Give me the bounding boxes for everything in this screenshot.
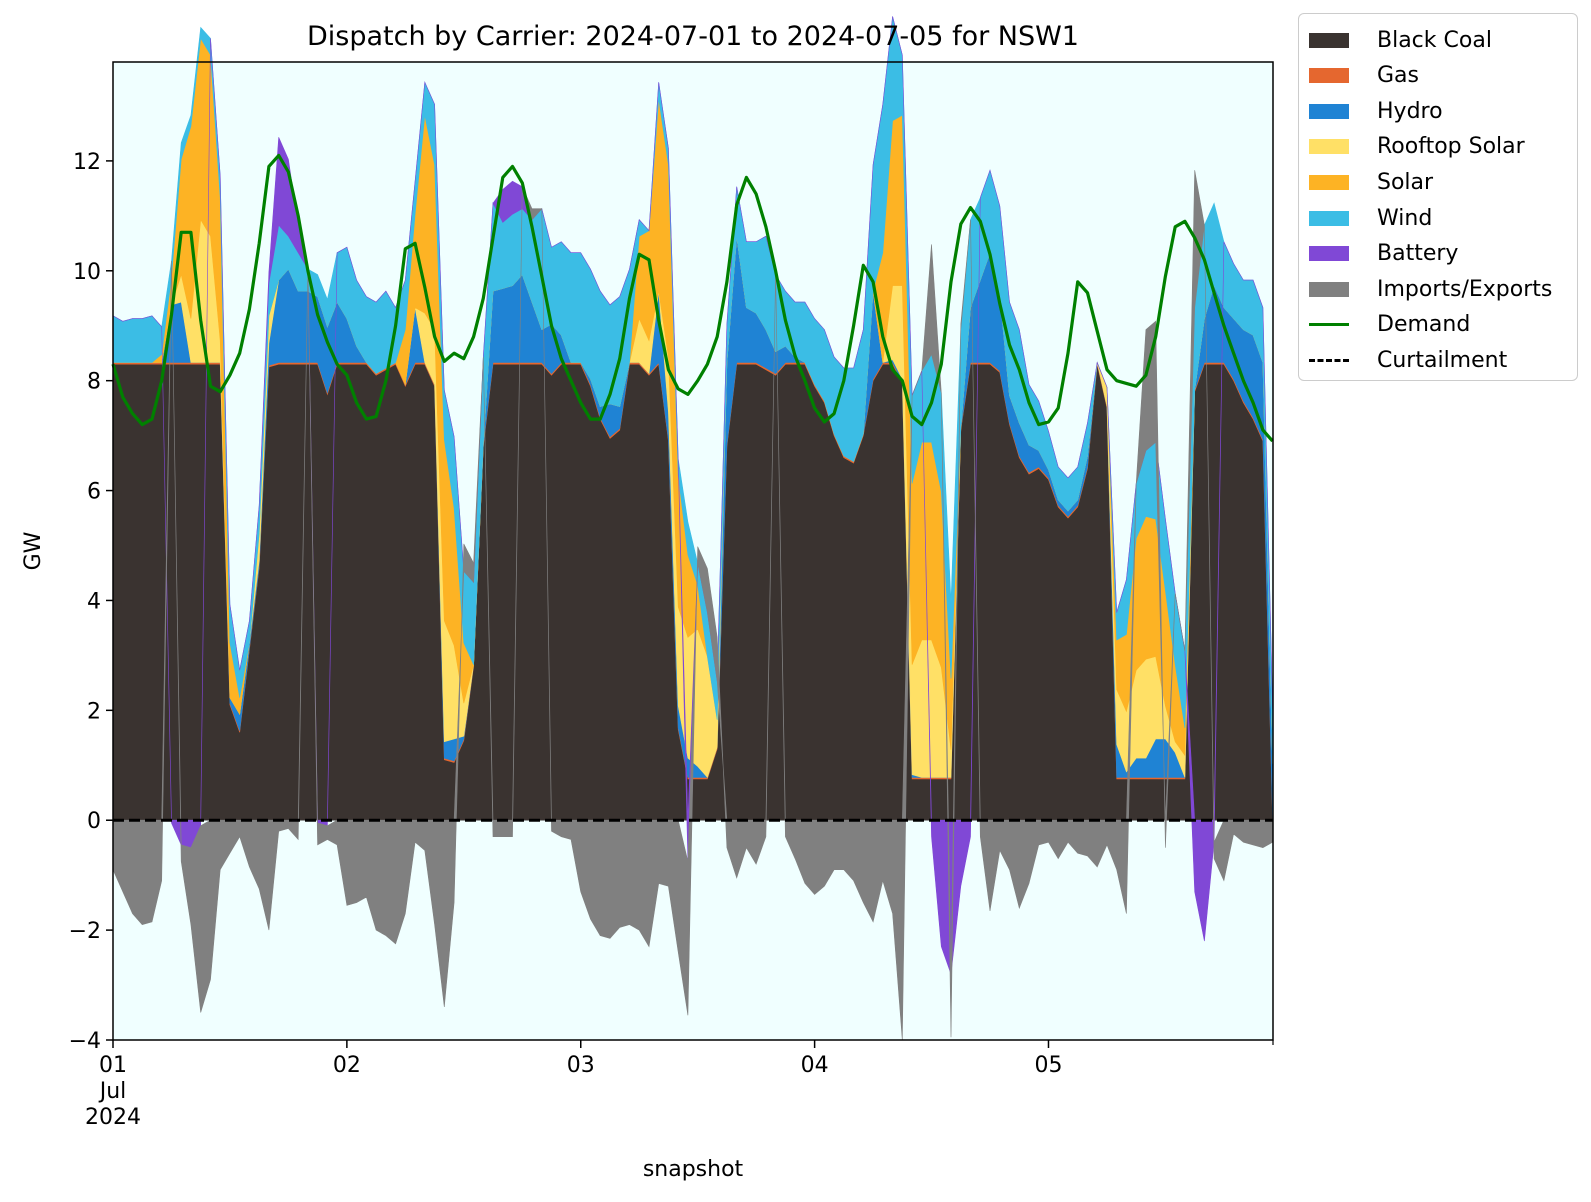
legend-swatch (1309, 139, 1349, 155)
legend-swatch (1309, 32, 1349, 48)
legend-item-wind: Wind (1309, 201, 1432, 235)
x-tick-label: Jul (98, 1079, 127, 1104)
legend-label: Curtailment (1377, 347, 1508, 373)
x-tick-label: 2024 (85, 1105, 141, 1130)
y-tick-label: 12 (73, 150, 101, 175)
legend-swatch (1309, 174, 1349, 190)
y-tick-label: 4 (87, 589, 101, 614)
legend-swatch (1309, 246, 1349, 262)
legend-swatch (1309, 358, 1349, 362)
x-tick-label: 01 (99, 1053, 127, 1078)
legend-item-solar: Solar (1309, 165, 1433, 199)
legend-swatch (1309, 210, 1349, 226)
y-axis-ticks: −4 −2 0 2 4 6 8 10 12 (69, 150, 113, 1054)
y-tick-label: 2 (87, 699, 101, 724)
series-lines (111, 153, 1274, 822)
x-tick-label: 04 (801, 1053, 829, 1078)
y-tick-label: −2 (69, 919, 101, 944)
legend-label: Solar (1377, 169, 1434, 195)
legend-item-battery: Battery (1309, 237, 1458, 271)
legend-item-gas: Gas (1309, 59, 1419, 93)
y-tick-label: 0 (87, 809, 101, 834)
y-tick-label: −4 (69, 1029, 101, 1054)
legend-item-rooftop-solar: Rooftop Solar (1309, 130, 1525, 164)
legend-item-curtailment: Curtailment (1309, 343, 1507, 377)
plot-frame (112, 61, 1274, 1041)
legend-item-demand: Demand (1309, 308, 1470, 342)
legend: Black Coal Gas Hydro Rooftop Solar Solar Wind… (1298, 13, 1578, 381)
legend-label: Imports/Exports (1377, 276, 1553, 302)
x-axis-label: snapshot (643, 1157, 744, 1182)
legend-label: Demand (1377, 312, 1471, 338)
legend-label: Black Coal (1377, 27, 1492, 53)
line-demand (111, 153, 1274, 443)
legend-item-imports-exports: Imports/Exports (1309, 272, 1552, 306)
legend-swatch (1309, 68, 1349, 84)
legend-label: Battery (1377, 241, 1459, 267)
legend-item-hydro: Hydro (1309, 94, 1443, 128)
legend-item-black-coal: Black Coal (1309, 23, 1492, 57)
y-tick-label: 10 (73, 260, 101, 285)
chart-title: Dispatch by Carrier: 2024-07-01 to 2024-… (307, 21, 1079, 52)
legend-swatch (1309, 323, 1349, 327)
x-tick-label: 02 (333, 1053, 361, 1078)
legend-label: Wind (1377, 205, 1433, 231)
x-tick-label: 03 (567, 1053, 595, 1078)
legend-label: Hydro (1377, 98, 1443, 124)
y-tick-label: 6 (87, 480, 101, 505)
legend-swatch (1309, 103, 1349, 119)
y-axis-label: GW (21, 531, 46, 570)
legend-label: Rooftop Solar (1377, 134, 1525, 160)
legend-swatch (1309, 281, 1349, 297)
x-tick-label: 05 (1034, 1053, 1062, 1078)
legend-label: Gas (1377, 63, 1419, 89)
y-tick-label: 8 (87, 370, 101, 395)
